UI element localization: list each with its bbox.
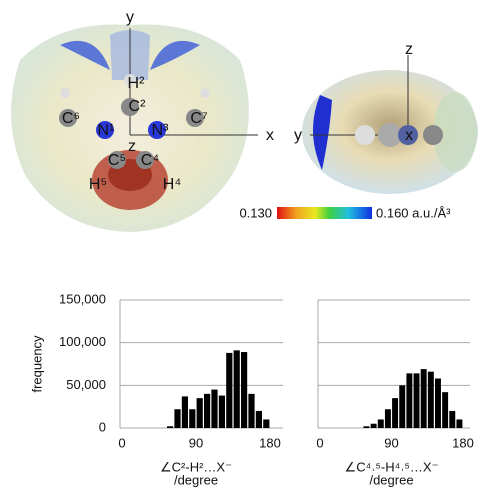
bar bbox=[421, 369, 427, 428]
bar bbox=[414, 373, 420, 428]
atom-label: z bbox=[405, 41, 413, 58]
y-tick-label: 50,000 bbox=[66, 377, 106, 392]
atom-label: N¹ bbox=[98, 122, 115, 139]
atom-label: x bbox=[405, 127, 413, 144]
y-tick-label: 0 bbox=[99, 419, 106, 434]
bar bbox=[211, 390, 217, 428]
x-tick-label: 180 bbox=[259, 435, 281, 450]
bar bbox=[241, 352, 247, 428]
bar bbox=[385, 409, 391, 428]
atom-label: H⁵ bbox=[89, 176, 107, 193]
colorbar-min: 0.130 bbox=[239, 205, 272, 220]
bar bbox=[189, 409, 195, 428]
atom-label: H⁴ bbox=[163, 176, 182, 193]
bar bbox=[174, 409, 180, 428]
atom-label: N³ bbox=[152, 122, 170, 139]
bar bbox=[204, 394, 210, 428]
bar bbox=[406, 373, 412, 428]
y-tick-label: 150,000 bbox=[59, 291, 106, 306]
bar bbox=[371, 424, 377, 428]
bar bbox=[442, 392, 448, 428]
bar bbox=[167, 426, 173, 428]
bar bbox=[435, 379, 441, 428]
x-axis-label: /degree bbox=[174, 472, 218, 487]
y-tick-label: 100,000 bbox=[59, 334, 106, 349]
bar bbox=[456, 419, 462, 428]
atom-label: z bbox=[128, 138, 136, 155]
x-tick-label: 90 bbox=[189, 435, 203, 450]
atom-label: H² bbox=[128, 75, 146, 92]
atom-label: C⁷ bbox=[190, 110, 208, 127]
x-tick-label: 0 bbox=[316, 435, 323, 450]
bar bbox=[234, 350, 240, 428]
bar bbox=[263, 419, 269, 428]
x-tick-label: 0 bbox=[118, 435, 125, 450]
atom-label: C² bbox=[129, 98, 147, 115]
atom-label: y bbox=[126, 9, 134, 26]
atom-label: C⁴ bbox=[141, 152, 160, 169]
x-tick-label: 180 bbox=[452, 435, 474, 450]
right-molecule bbox=[277, 55, 478, 219]
figure: y x z H² C² C⁶ N¹ N³ C⁷ C⁵ C⁴ H⁵ H⁴ z y x 0.130 0.160 a.u… bbox=[0, 0, 493, 499]
left-molecule bbox=[11, 24, 258, 232]
atom-label: y bbox=[294, 127, 302, 144]
colorbar-max: 0.160 a.u./Å³ bbox=[376, 205, 451, 220]
bar bbox=[378, 419, 384, 428]
atom-label: x bbox=[266, 127, 274, 144]
x-axis-label: /degree bbox=[369, 472, 413, 487]
bar bbox=[364, 426, 370, 428]
bar bbox=[449, 411, 455, 428]
atom-label: C⁶ bbox=[62, 110, 80, 127]
bar bbox=[182, 396, 188, 428]
atom-label: C⁵ bbox=[108, 152, 126, 169]
bar bbox=[392, 398, 398, 428]
bar bbox=[248, 394, 254, 428]
bar bbox=[226, 353, 232, 428]
bar bbox=[256, 411, 262, 428]
bar bbox=[399, 385, 405, 428]
bar bbox=[219, 396, 225, 428]
y-axis-label: frequency bbox=[29, 335, 44, 393]
bar bbox=[428, 372, 434, 428]
bar bbox=[197, 398, 203, 428]
x-tick-label: 90 bbox=[384, 435, 398, 450]
